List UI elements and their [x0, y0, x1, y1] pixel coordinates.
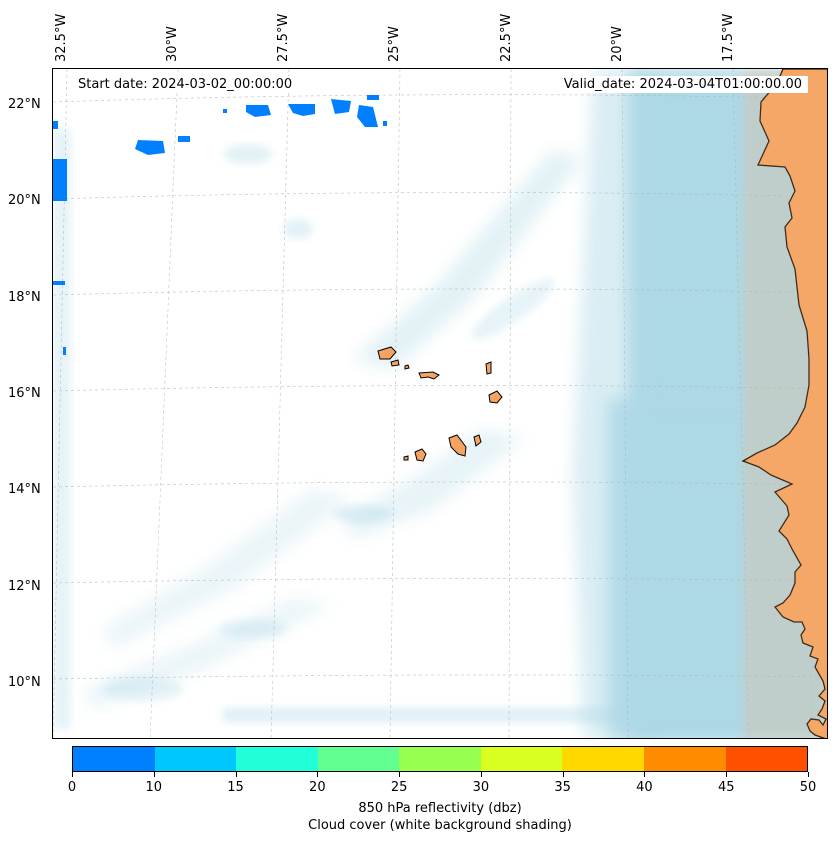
colorbar-tick-label: 0	[67, 780, 77, 795]
lat-label-14n: 14°N	[8, 482, 41, 497]
lon-label-32-5w: 32.5°W	[54, 13, 69, 62]
colorbar-tickmark	[562, 772, 564, 777]
lon-label-22-5w: 22.5°W	[499, 13, 514, 62]
lat-label-22n: 22°N	[8, 97, 41, 112]
reflectivity-patch	[53, 159, 67, 201]
colorbar-tick-label: 30	[472, 780, 490, 795]
colorbar-tickmark	[317, 772, 319, 777]
cloud-patch-3	[333, 505, 393, 523]
island-santiago	[448, 434, 467, 457]
cloud-diagonal-band-3	[103, 489, 353, 649]
colorbar-tickmark	[235, 772, 237, 777]
colorbar-tick-label: 15	[227, 780, 244, 795]
colorbar-label-cloud-cover: Cloud cover (white background shading)	[308, 818, 572, 833]
cloud-diagonal-band-1	[353, 149, 583, 369]
colorbar-tickmark	[153, 772, 155, 777]
colorbar-tick-label: 35	[554, 780, 571, 795]
colorbar-tick-label: 40	[636, 780, 653, 795]
island-sal	[485, 361, 492, 375]
colorbar-segment-2	[236, 747, 318, 771]
colorbar-tickmark	[399, 772, 401, 777]
island-santa-luzia	[404, 364, 410, 370]
cape-verde-islands	[377, 346, 503, 462]
reflectivity-patch	[383, 121, 387, 126]
lon-label-27-5w: 27.5°W	[276, 13, 291, 62]
colorbar-tickmark	[726, 772, 728, 777]
colorbar-segment-4	[399, 747, 481, 771]
reflectivity-patch	[331, 99, 351, 114]
reflectivity-patch	[223, 109, 227, 113]
colorbar-segment-7	[643, 747, 726, 771]
colorbar-tickmark	[480, 772, 482, 777]
island-sao-vicente	[390, 359, 400, 367]
land-cloud-overlay	[743, 69, 827, 738]
cloud-patch-6	[471, 278, 555, 340]
colorbar-tick-label: 45	[717, 780, 735, 795]
reflectivity-patch	[178, 136, 190, 142]
lat-label-20n: 20°N	[8, 193, 41, 208]
colorbar-segment-3	[317, 747, 400, 771]
cloud-patch-5	[103, 677, 183, 701]
map-panel	[52, 68, 828, 739]
lat-label-18n: 18°N	[8, 290, 41, 305]
cloud-patch-1	[223, 144, 273, 164]
colorbar-tick-label: 50	[799, 780, 817, 795]
cloud-cover-layer	[53, 69, 827, 738]
lon-label-30w: 30°W	[165, 26, 180, 62]
island-sao-nicolau	[418, 371, 440, 380]
start-date-label: Start date: 2024-03-02_00:00:00	[72, 76, 299, 93]
island-fogo	[414, 448, 427, 462]
reflectivity-layer	[53, 95, 387, 355]
map-canvas	[53, 69, 827, 738]
colorbar-segment-5	[480, 747, 563, 771]
colorbar-tick-label: 10	[145, 780, 163, 795]
cloud-east-band	[573, 69, 653, 738]
colorbar-tick-label: 20	[309, 780, 326, 795]
lon-label-20w: 20°W	[610, 26, 625, 62]
island-boa-vista	[488, 390, 503, 404]
reflectivity-patch	[135, 140, 165, 155]
colorbar-tickmark	[644, 772, 646, 777]
colorbar-tickmark	[72, 772, 73, 777]
reflectivity-patch	[288, 104, 315, 116]
reflectivity-patch	[53, 281, 65, 285]
colorbar-segment-1	[154, 747, 237, 771]
island-santo-antao	[377, 346, 397, 360]
reflectivity-patch	[63, 347, 66, 355]
colorbar-segment-6	[562, 747, 644, 771]
reflectivity-colorbar	[72, 746, 808, 772]
reflectivity-patch	[246, 105, 271, 117]
lat-label-12n: 12°N	[8, 579, 41, 594]
lon-label-17-5w: 17.5°W	[721, 13, 736, 62]
reflectivity-patch	[357, 105, 378, 127]
colorbar-tick-label: 25	[390, 780, 408, 795]
island-brava	[403, 455, 409, 461]
colorbar-segment-0	[73, 747, 155, 771]
cloud-patch-2	[283, 219, 313, 239]
valid-date-label: Valid_date: 2024-03-04T01:00:00.00	[557, 76, 808, 93]
cloud-patch-4	[218, 620, 288, 638]
lat-label-16n: 16°N	[8, 386, 41, 401]
cloud-bottom-band	[223, 707, 623, 723]
lon-label-25w: 25°W	[387, 26, 402, 62]
reflectivity-patch	[53, 121, 58, 129]
colorbar-label-reflectivity: 850 hPa reflectivity (dbz)	[358, 801, 522, 816]
island-maio	[473, 434, 482, 447]
lat-label-10n: 10°N	[8, 675, 41, 690]
colorbar-tickmark	[808, 772, 809, 777]
colorbar-segment-8	[725, 747, 808, 771]
cloud-left-edge	[53, 129, 71, 729]
reflectivity-patch	[367, 95, 379, 100]
